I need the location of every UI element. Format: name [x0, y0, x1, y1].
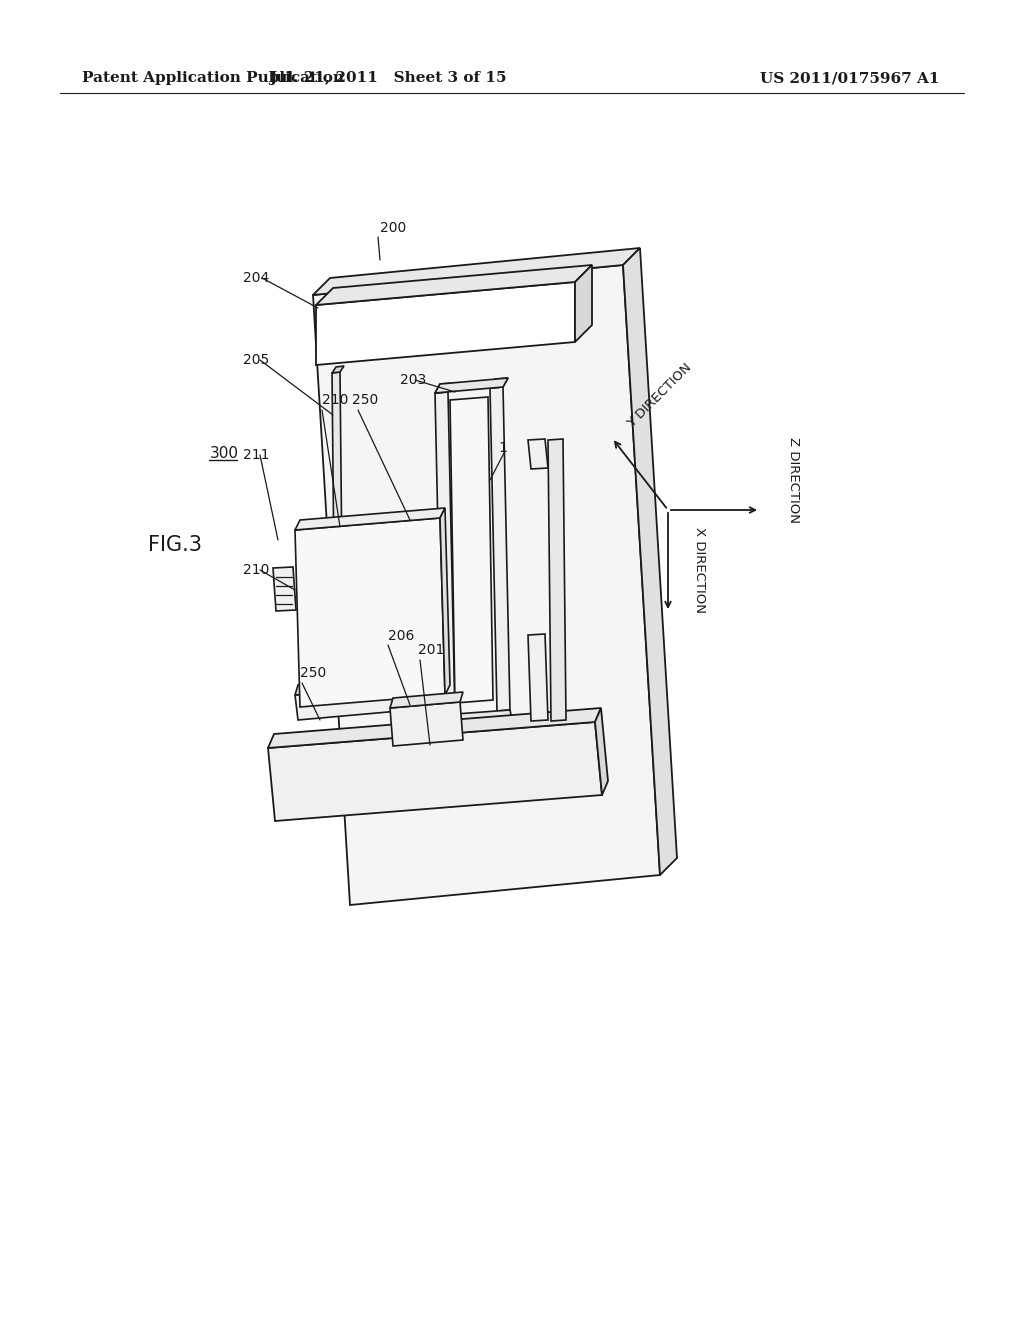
Polygon shape	[388, 572, 397, 635]
Text: 210: 210	[322, 393, 348, 407]
Polygon shape	[435, 383, 453, 393]
Polygon shape	[310, 572, 393, 587]
Polygon shape	[390, 702, 463, 746]
Polygon shape	[548, 440, 566, 721]
Polygon shape	[390, 692, 463, 708]
Text: 200: 200	[380, 220, 407, 235]
Text: 1: 1	[498, 441, 507, 455]
Polygon shape	[435, 378, 508, 393]
Polygon shape	[435, 392, 455, 715]
Polygon shape	[442, 710, 513, 729]
Polygon shape	[332, 372, 342, 569]
Polygon shape	[623, 248, 677, 875]
Polygon shape	[310, 517, 393, 535]
Polygon shape	[313, 248, 640, 294]
Polygon shape	[295, 517, 445, 708]
Polygon shape	[310, 528, 392, 590]
Polygon shape	[295, 508, 445, 531]
Text: 250: 250	[352, 393, 378, 407]
Text: 205: 205	[243, 352, 269, 367]
Polygon shape	[313, 265, 660, 906]
Polygon shape	[450, 397, 493, 704]
Polygon shape	[316, 265, 592, 305]
Text: 211: 211	[243, 447, 269, 462]
Polygon shape	[268, 708, 601, 748]
Polygon shape	[528, 440, 548, 469]
Polygon shape	[388, 510, 439, 523]
Text: 300: 300	[210, 446, 239, 461]
Text: X DIRECTION: X DIRECTION	[693, 527, 707, 612]
Polygon shape	[332, 366, 344, 374]
Polygon shape	[575, 265, 592, 342]
Polygon shape	[388, 517, 397, 583]
Polygon shape	[490, 387, 510, 711]
Text: Y DIRECTION: Y DIRECTION	[626, 360, 694, 430]
Polygon shape	[528, 634, 548, 721]
Polygon shape	[295, 682, 433, 719]
Text: 204: 204	[243, 271, 269, 285]
Text: FIG.3: FIG.3	[148, 535, 202, 554]
Polygon shape	[316, 282, 575, 366]
Text: US 2011/0175967 A1: US 2011/0175967 A1	[761, 71, 940, 84]
Polygon shape	[595, 708, 608, 795]
Text: Z DIRECTION: Z DIRECTION	[786, 437, 800, 523]
Polygon shape	[268, 722, 602, 821]
Text: 206: 206	[388, 630, 415, 643]
Polygon shape	[310, 581, 392, 642]
Text: 250: 250	[300, 667, 327, 680]
Text: 201: 201	[418, 643, 444, 657]
Polygon shape	[490, 378, 508, 388]
Polygon shape	[273, 568, 296, 611]
Text: 210: 210	[243, 564, 269, 577]
Polygon shape	[295, 673, 433, 696]
Text: 203: 203	[400, 374, 426, 387]
Text: Patent Application Publication: Patent Application Publication	[82, 71, 344, 84]
Polygon shape	[388, 519, 438, 552]
Polygon shape	[440, 508, 450, 696]
Text: Jul. 21, 2011   Sheet 3 of 15: Jul. 21, 2011 Sheet 3 of 15	[269, 71, 507, 84]
